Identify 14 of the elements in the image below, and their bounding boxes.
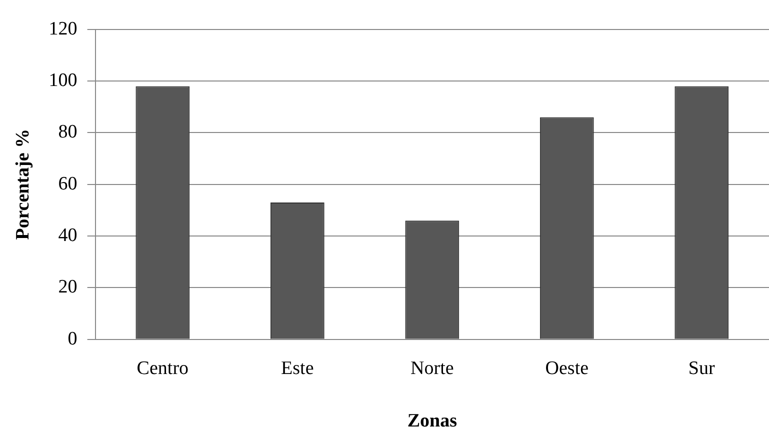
y-tick-label: 100 <box>48 70 78 92</box>
x-axis-title: Zonas <box>407 410 457 432</box>
x-tick-label: Este <box>281 358 314 379</box>
x-tick-label: Sur <box>688 358 716 379</box>
x-tick-label: Centro <box>136 358 189 379</box>
y-tick-label: 0 <box>68 328 78 350</box>
x-tick-label: Norte <box>410 358 454 379</box>
y-tick-label: 40 <box>58 225 78 246</box>
x-tick-label: Oeste <box>545 358 589 379</box>
y-tick-label: 20 <box>58 276 78 298</box>
y-tick-label: 60 <box>58 173 78 194</box>
y-tick-label: 120 <box>48 18 78 40</box>
y-axis-title: Porcentaje % <box>12 128 34 240</box>
y-tick-label: 80 <box>58 122 78 143</box>
